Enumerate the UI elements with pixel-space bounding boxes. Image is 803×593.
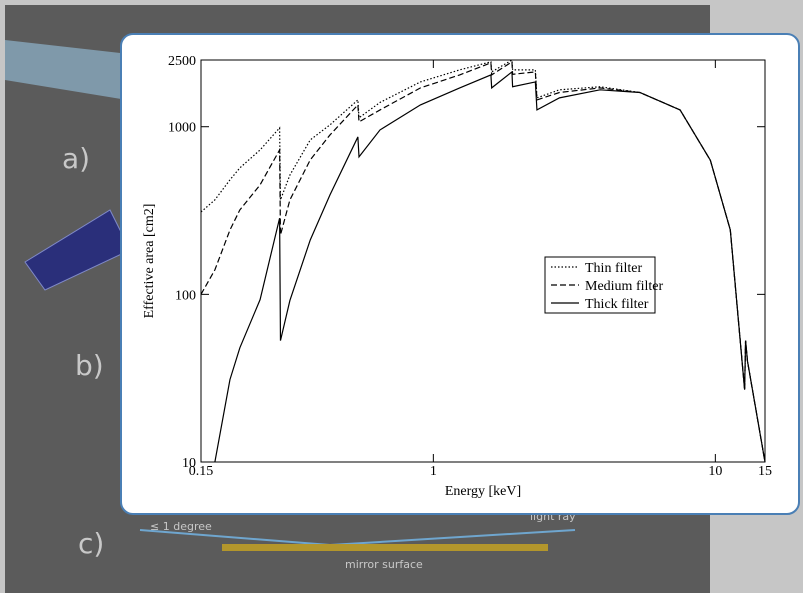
x-tick-label: 15	[758, 464, 772, 479]
legend-label: Medium filter	[585, 279, 663, 294]
y-tick-label: 100	[175, 288, 196, 303]
x-tick-label: 10	[708, 464, 722, 479]
x-tick-label: 0.15	[189, 464, 214, 479]
popup	[120, 33, 800, 515]
x-axis-label: Energy [keV]	[445, 484, 521, 499]
mirror	[222, 544, 548, 551]
y-tick-label: 2500	[168, 54, 196, 69]
ray-in	[139, 529, 331, 546]
surface-label: mirror surface	[345, 558, 423, 571]
series-line	[214, 70, 766, 463]
y-tick-label: 1000	[168, 121, 196, 136]
legend-label: Thin filter	[585, 261, 642, 276]
ray-out	[329, 529, 576, 546]
plot-frame	[200, 59, 766, 463]
panel-label: c)	[78, 527, 104, 560]
x-tick-label: 1	[430, 464, 437, 479]
panel-label: a)	[62, 142, 90, 175]
y-tick-label: 10	[182, 456, 196, 471]
y-axis-label: Effective area [cm2]	[142, 204, 157, 319]
angle-note: ≤ 1 degree	[150, 520, 212, 533]
legend-label: Thick filter	[585, 297, 649, 312]
panel-label: b)	[75, 349, 104, 382]
